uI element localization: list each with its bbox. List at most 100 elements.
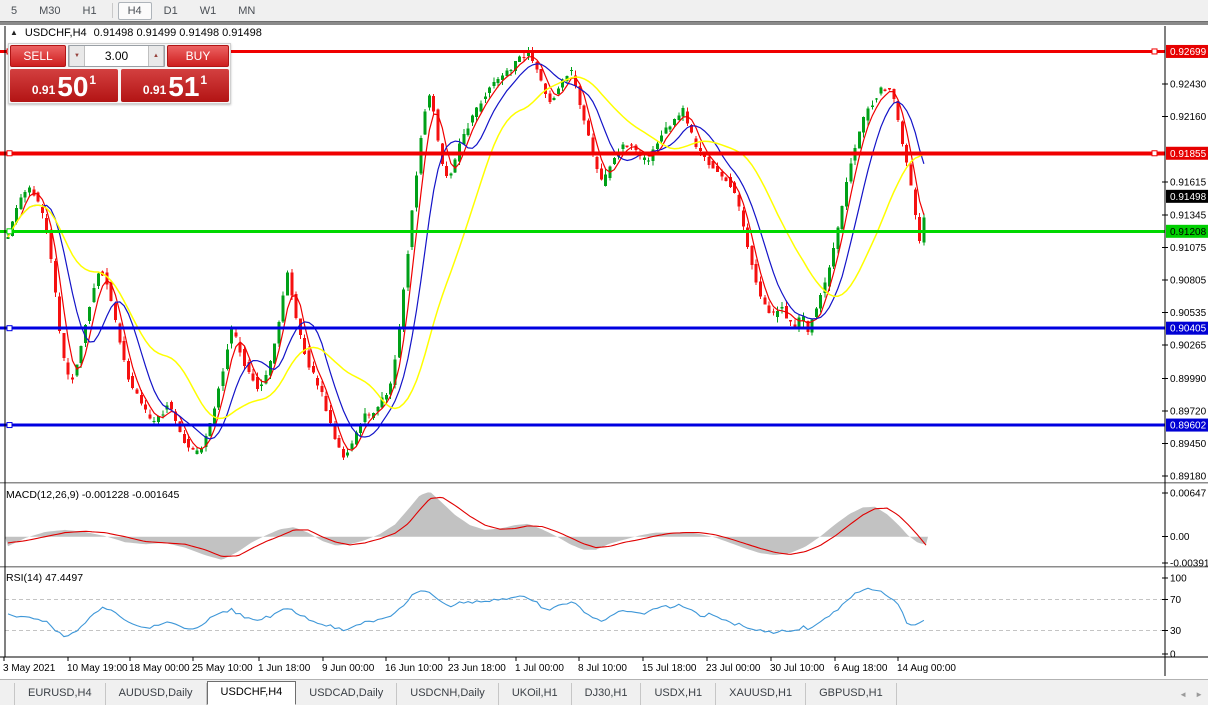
candle-body bbox=[690, 124, 694, 133]
rsi-axis-label: 100 bbox=[1170, 574, 1187, 585]
candle-body bbox=[152, 420, 156, 422]
price-badge-0.89602 bbox=[1166, 418, 1208, 432]
candle-body bbox=[741, 210, 745, 227]
time-axis-label[interactable]: 25 May 10:00 bbox=[192, 663, 253, 674]
tab-scroll-right-icon[interactable]: ► bbox=[1195, 690, 1203, 699]
rsi-line bbox=[7, 587, 925, 638]
time-axis-label[interactable]: 3 May 2021 bbox=[3, 663, 56, 674]
candle-body bbox=[728, 177, 732, 188]
rsi-axis-label: 30 bbox=[1170, 626, 1182, 637]
chart-tab-xauusd-h1[interactable]: XAUUSD,H1 bbox=[716, 683, 807, 705]
candle-body bbox=[720, 171, 724, 177]
macd-axis-label: 0.00647 bbox=[1170, 489, 1207, 500]
timeframe-button-mn[interactable]: MN bbox=[238, 4, 256, 17]
buy-price-display[interactable]: 0.91 51 1 bbox=[121, 69, 229, 102]
rsi-axis-label: 0 bbox=[1170, 650, 1176, 661]
timeframe-button-d1[interactable]: D1 bbox=[163, 4, 178, 17]
chart-tab-audusd-daily[interactable]: AUDUSD,Daily bbox=[106, 683, 207, 705]
candle-body bbox=[96, 273, 100, 286]
collapse-chart-icon[interactable]: ▲ bbox=[10, 28, 18, 37]
candle-body bbox=[354, 432, 358, 445]
candle-body bbox=[849, 163, 853, 182]
candle-body bbox=[883, 89, 887, 91]
candle-body bbox=[612, 157, 616, 164]
candle-body bbox=[114, 303, 117, 320]
candle-body bbox=[294, 294, 298, 319]
volume-decrease-button[interactable]: ▼ bbox=[69, 46, 85, 66]
candle-body bbox=[350, 443, 354, 449]
timeframe-button-h4[interactable]: H4 bbox=[117, 1, 152, 20]
time-axis-label[interactable]: 18 May 00:00 bbox=[129, 663, 190, 674]
price-badge-0.91498 bbox=[1166, 189, 1208, 203]
time-axis-label[interactable]: 1 Jun 18:00 bbox=[258, 663, 311, 674]
candle-body bbox=[634, 145, 638, 151]
chart-tab-eurusd-h4[interactable]: EURUSD,H4 bbox=[14, 683, 106, 705]
macd-indicator-label: MACD(12,26,9) -0.001228 -0.001645 bbox=[6, 489, 180, 501]
chart-tab-usdcad-daily[interactable]: USDCAD,Daily bbox=[296, 683, 398, 705]
line-handle-icon[interactable] bbox=[6, 150, 13, 157]
time-axis-label[interactable]: 10 May 19:00 bbox=[67, 663, 128, 674]
candle-body bbox=[380, 397, 384, 408]
price-tick-label: 0.90265 bbox=[1170, 341, 1207, 352]
time-axis-label[interactable]: 9 Jun 00:00 bbox=[322, 663, 375, 674]
candle-body bbox=[896, 101, 900, 121]
sell-button[interactable]: SELL bbox=[10, 45, 66, 67]
candle-body bbox=[393, 359, 397, 386]
sell-price-display[interactable]: 0.91 50 1 bbox=[10, 69, 118, 102]
time-axis-label[interactable]: 23 Jun 18:00 bbox=[448, 663, 506, 674]
candle-body bbox=[453, 159, 457, 173]
chart-tab-usdchf-h4[interactable]: USDCHF,H4 bbox=[206, 681, 297, 705]
chart-tab-gbpusd-h1[interactable]: GBPUSD,H1 bbox=[806, 683, 897, 705]
time-axis-label[interactable]: 6 Aug 18:00 bbox=[834, 663, 888, 674]
candle-body bbox=[6, 237, 10, 240]
candle-body bbox=[470, 115, 474, 123]
price-tick-label: 0.89450 bbox=[1170, 439, 1207, 450]
candle-body bbox=[660, 135, 664, 142]
sell-price-point: 1 bbox=[89, 73, 97, 87]
candle-body bbox=[797, 317, 801, 329]
candle-body bbox=[243, 348, 246, 366]
candle-body bbox=[320, 385, 324, 393]
line-handle-icon[interactable] bbox=[6, 422, 13, 429]
line-handle-icon[interactable] bbox=[1151, 150, 1158, 157]
macd-signal-line bbox=[7, 496, 927, 557]
chart-tab-ukoil-h1[interactable]: UKOil,H1 bbox=[499, 683, 572, 705]
macd-histogram-area bbox=[5, 492, 928, 560]
timeframe-button-m30[interactable]: M30 bbox=[39, 4, 61, 17]
chart-tab-bar: EURUSD,H4 AUDUSD,Daily USDCHF,H4 USDCAD,Dai… bbox=[0, 679, 1208, 705]
chart-tab-usdx-h1[interactable]: USDX,H1 bbox=[641, 683, 717, 705]
candle-body bbox=[587, 120, 590, 136]
one-click-trading-panel: SELL ▼ 3.00 ▲ BUY 0.91 50 1 0.91 51 1 bbox=[8, 43, 231, 104]
volume-input[interactable]: 3.00 bbox=[104, 49, 129, 63]
time-axis-label[interactable]: 30 Jul 10:00 bbox=[770, 663, 825, 674]
candle-body bbox=[415, 175, 418, 208]
timeframe-button-5[interactable]: 5 bbox=[11, 4, 18, 17]
candle-body bbox=[200, 448, 203, 453]
candle-body bbox=[827, 267, 831, 287]
volume-increase-button[interactable]: ▲ bbox=[148, 46, 164, 66]
price-tick-label: 0.89180 bbox=[1170, 471, 1207, 482]
time-axis-label[interactable]: 8 Jul 10:00 bbox=[578, 663, 627, 674]
candle-body bbox=[711, 160, 715, 169]
time-axis-label[interactable]: 16 Jun 10:00 bbox=[385, 663, 443, 674]
chart-tab-dj30-h1[interactable]: DJ30,H1 bbox=[572, 683, 642, 705]
price-badge-0.91855 bbox=[1166, 146, 1208, 160]
buy-price-prefix: 0.91 bbox=[142, 83, 167, 97]
timeframe-button-h1[interactable]: H1 bbox=[82, 4, 97, 17]
buy-button[interactable]: BUY bbox=[167, 45, 229, 67]
line-handle-icon[interactable] bbox=[1151, 48, 1158, 55]
time-axis-label[interactable]: 1 Jul 00:00 bbox=[515, 663, 564, 674]
candle-body bbox=[866, 108, 870, 121]
line-handle-icon[interactable] bbox=[6, 228, 13, 235]
timeframe-button-w1[interactable]: W1 bbox=[199, 4, 217, 17]
time-axis-label[interactable]: 23 Jul 00:00 bbox=[706, 663, 761, 674]
price-tick-label: 0.91075 bbox=[1170, 243, 1207, 254]
chart-tab-usdcnh-daily[interactable]: USDCNH,Daily bbox=[397, 683, 499, 705]
chart-symbol-period: USDCHF,H4 bbox=[24, 27, 87, 39]
tab-scroll-left-icon[interactable]: ◄ bbox=[1179, 690, 1188, 699]
line-handle-icon[interactable] bbox=[6, 325, 13, 332]
candle-body bbox=[225, 349, 229, 370]
time-axis-label[interactable]: 15 Jul 18:00 bbox=[642, 663, 697, 674]
time-axis-label[interactable]: 14 Aug 00:00 bbox=[897, 663, 956, 674]
